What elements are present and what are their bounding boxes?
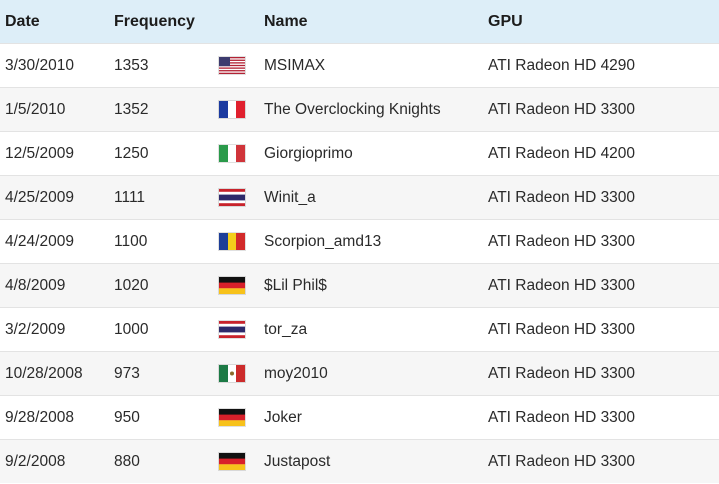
row-gpu: ATI Radeon HD 3300 xyxy=(488,320,636,338)
romania-flag-icon xyxy=(219,233,245,250)
row-frequency: 880 xyxy=(114,452,140,470)
us-flag-icon xyxy=(219,57,245,74)
table-body: 3/30/2010 1353 MSIMAX ATI Radeon HD 4290 1/5… xyxy=(0,43,719,483)
row-gpu: ATI Radeon HD 3300 xyxy=(488,232,636,250)
row-date: 12/5/2009 xyxy=(5,144,74,162)
row-name: Scorpion_amd13 xyxy=(264,232,382,250)
table-row: 1/5/2010 1352 The Overclocking Knights ATI … xyxy=(0,87,719,131)
row-date: 4/8/2009 xyxy=(5,276,66,294)
germany-flag-icon xyxy=(219,277,245,294)
row-name: The Overclocking Knights xyxy=(264,100,441,118)
table-row: 4/8/2009 1020 $Lil Phil$ ATI Radeon HD 3300 xyxy=(0,263,719,307)
row-name: Winit_a xyxy=(264,188,316,206)
table-row: 12/5/2009 1250 Giorgioprimo ATI Radeon HD 4… xyxy=(0,131,719,175)
row-flag xyxy=(219,440,245,483)
table-header: Date Frequency Name GPU xyxy=(0,0,719,43)
row-name: moy2010 xyxy=(264,364,328,382)
thailand-flag-icon xyxy=(219,321,245,338)
row-date: 3/2/2009 xyxy=(5,320,66,338)
row-frequency: 1250 xyxy=(114,144,149,162)
column-header-date[interactable]: Date xyxy=(5,12,40,30)
row-frequency: 1000 xyxy=(114,320,149,338)
row-flag xyxy=(219,176,245,219)
row-gpu: ATI Radeon HD 3300 xyxy=(488,276,636,294)
table-row: 3/2/2009 1000 tor_za ATI Radeon HD 3300 xyxy=(0,307,719,351)
row-frequency: 973 xyxy=(114,364,140,382)
row-date: 9/28/2008 xyxy=(5,408,74,426)
table-row: 9/2/2008 880 Justapost ATI Radeon HD 3300 xyxy=(0,439,719,483)
table-row: 4/25/2009 1111 Winit_a ATI Radeon HD 3300 xyxy=(0,175,719,219)
germany-flag-icon xyxy=(219,453,245,470)
row-flag xyxy=(219,352,245,395)
row-flag xyxy=(219,88,245,131)
row-date: 4/24/2009 xyxy=(5,232,74,250)
row-name: Justapost xyxy=(264,452,331,470)
row-gpu: ATI Radeon HD 3300 xyxy=(488,364,636,382)
mexico-flag-icon xyxy=(219,365,245,382)
row-frequency: 1353 xyxy=(114,56,149,74)
row-flag xyxy=(219,132,245,175)
row-flag xyxy=(219,396,245,439)
row-frequency: 950 xyxy=(114,408,140,426)
row-gpu: ATI Radeon HD 3300 xyxy=(488,188,636,206)
row-frequency: 1111 xyxy=(114,188,146,206)
row-gpu: ATI Radeon HD 3300 xyxy=(488,452,636,470)
row-gpu: ATI Radeon HD 4200 xyxy=(488,144,636,162)
row-name: Joker xyxy=(264,408,302,426)
row-flag xyxy=(219,264,245,307)
row-date: 10/28/2008 xyxy=(5,364,83,382)
thailand-flag-icon xyxy=(219,189,245,206)
column-header-frequency[interactable]: Frequency xyxy=(114,12,195,30)
table-row: 9/28/2008 950 Joker ATI Radeon HD 3300 xyxy=(0,395,719,439)
row-name: MSIMAX xyxy=(264,56,326,74)
row-frequency: 1020 xyxy=(114,276,149,294)
row-name: tor_za xyxy=(264,320,308,338)
row-gpu: ATI Radeon HD 4290 xyxy=(488,56,636,74)
row-frequency: 1352 xyxy=(114,100,149,118)
row-flag xyxy=(219,220,245,263)
row-name: Giorgioprimo xyxy=(264,144,353,162)
table-row: 4/24/2009 1100 Scorpion_amd13 ATI Radeon HD… xyxy=(0,219,719,263)
row-date: 9/2/2008 xyxy=(5,452,66,470)
column-header-gpu[interactable]: GPU xyxy=(488,12,523,30)
row-frequency: 1100 xyxy=(114,232,148,250)
row-flag xyxy=(219,44,245,87)
row-date: 4/25/2009 xyxy=(5,188,74,206)
germany-flag-icon xyxy=(219,409,245,426)
row-date: 3/30/2010 xyxy=(5,56,74,74)
row-gpu: ATI Radeon HD 3300 xyxy=(488,408,636,426)
column-header-name[interactable]: Name xyxy=(264,12,308,30)
france-flag-icon xyxy=(219,101,245,118)
row-flag xyxy=(219,308,245,351)
row-gpu: ATI Radeon HD 3300 xyxy=(488,100,636,118)
table-row: 3/30/2010 1353 MSIMAX ATI Radeon HD 4290 xyxy=(0,43,719,87)
row-date: 1/5/2010 xyxy=(5,100,66,118)
table-row: 10/28/2008 973 moy2010 ATI Radeon HD 3300 xyxy=(0,351,719,395)
italy-flag-icon xyxy=(219,145,245,162)
row-name: $Lil Phil$ xyxy=(264,276,327,294)
